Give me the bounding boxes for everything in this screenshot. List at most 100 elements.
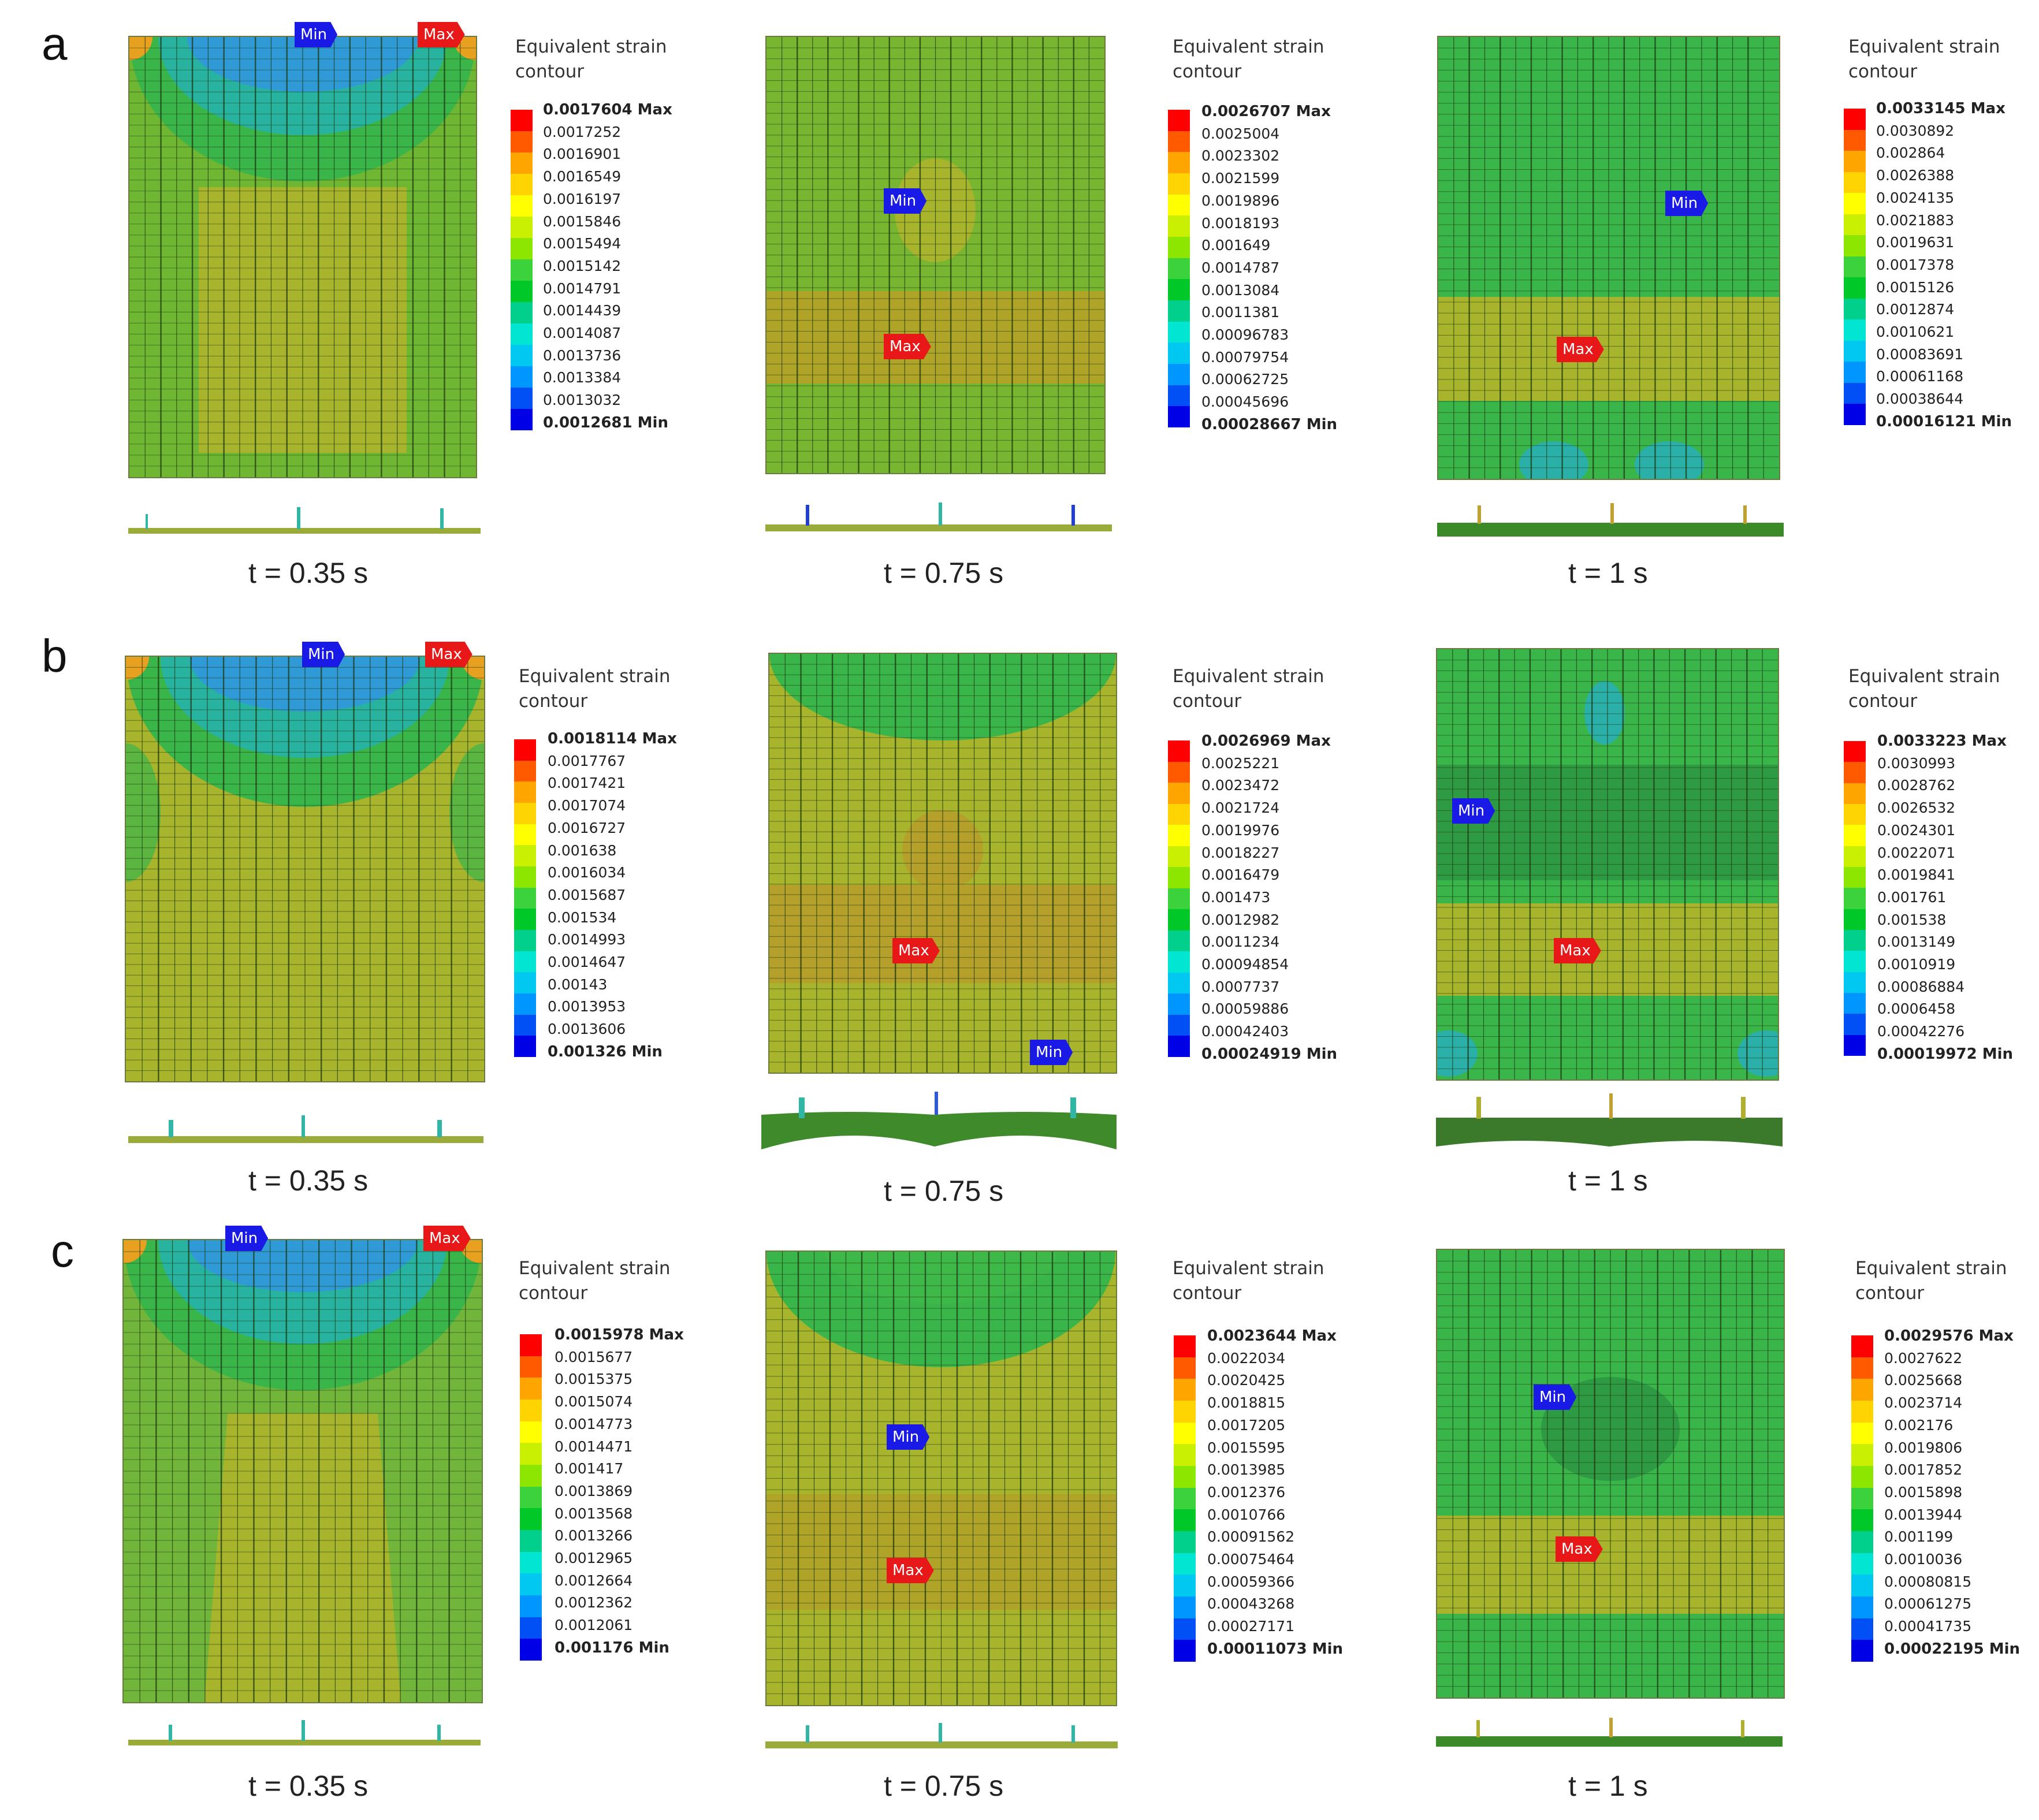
legend-value: 0.0010621 <box>1876 323 1955 340</box>
legend-swatch <box>520 1421 542 1443</box>
legend-value: 0.0014791 <box>543 280 622 297</box>
legend-swatch <box>1168 194 1190 216</box>
legend-value: 0.00042276 <box>1877 1023 1965 1040</box>
legend-value: 0.0010919 <box>1877 956 1956 973</box>
legend-swatch <box>1844 951 1866 972</box>
max-marker: Max <box>884 334 931 359</box>
legend-value: 0.0021599 <box>1201 170 1280 187</box>
max-marker: Max <box>1554 938 1601 963</box>
legend-swatch <box>1851 1640 1873 1662</box>
legend-swatch <box>1844 382 1866 404</box>
legend-value: 0.0013266 <box>555 1527 633 1544</box>
legend-value: 0.0020425 <box>1207 1372 1286 1389</box>
legend-value: 0.0014647 <box>548 954 626 970</box>
legend-value: 0.0024301 <box>1877 821 1956 839</box>
legend-swatch <box>1844 783 1866 804</box>
legend-swatch <box>520 1465 542 1487</box>
legend-value: 0.00061168 <box>1876 368 1964 385</box>
legend-value: 0.00059366 <box>1207 1573 1295 1590</box>
legend-swatch <box>1168 951 1190 973</box>
legend-swatch <box>1168 825 1190 846</box>
legend-color-bar <box>511 110 533 430</box>
legend-swatch <box>1168 993 1190 1015</box>
legend-swatch <box>1844 362 1866 383</box>
legend-title: Equivalent strain contour <box>1848 666 2000 712</box>
legend-value: 0.0026532 <box>1877 799 1956 817</box>
legend-swatch <box>1168 364 1190 385</box>
legend-swatch <box>1168 972 1190 994</box>
legend-value: 0.00028667 Min <box>1201 415 1338 433</box>
legend-value: 0.0019806 <box>1884 1439 1963 1456</box>
legend-value: 0.00027171 <box>1207 1618 1295 1635</box>
legend-title: Equivalent strain contour <box>519 666 671 712</box>
legend-value: 0.00011073 Min <box>1207 1640 1344 1658</box>
max-marker: Max <box>1557 337 1604 362</box>
legend-swatch <box>1168 740 1190 762</box>
legend-swatch <box>511 217 533 238</box>
max-marker: Max <box>425 642 472 667</box>
legend-value: 0.0015074 <box>555 1393 633 1410</box>
legend-swatch <box>1168 1014 1190 1036</box>
legend-swatch <box>1168 279 1190 301</box>
legend-swatch <box>511 388 533 409</box>
mesh-grid <box>129 37 476 477</box>
legend-value: 0.0033223 Max <box>1877 732 2007 750</box>
legend-swatch <box>1168 152 1190 174</box>
legend-swatch <box>1851 1618 1873 1640</box>
legend-swatch <box>514 993 536 1015</box>
legend-value: 0.0015846 <box>543 213 622 230</box>
legend-swatch <box>520 1334 542 1356</box>
legend-title: Equivalent strain contour <box>1173 36 1324 82</box>
legend-swatch <box>1851 1401 1873 1423</box>
legend-swatch <box>514 972 536 994</box>
legend-value: 0.0026388 <box>1876 167 1955 184</box>
legend-value: 0.0014993 <box>548 931 626 948</box>
legend-swatch <box>1174 1640 1196 1662</box>
time-label: t = 0.75 s <box>884 557 1004 589</box>
legend-value: 0.0015687 <box>548 886 626 903</box>
legend-value: 0.0025221 <box>1201 754 1280 772</box>
legend-swatch <box>1168 385 1190 407</box>
legend-value: 0.0013944 <box>1884 1506 1963 1523</box>
legend-swatch <box>1844 340 1866 362</box>
legend-swatch <box>520 1486 542 1509</box>
legend-value: 0.0017604 Max <box>543 101 672 118</box>
min-marker: Min <box>1030 1040 1073 1065</box>
mesh-grid <box>1437 1250 1784 1698</box>
legend-value: 0.0030892 <box>1876 122 1955 139</box>
max-marker: Max <box>418 22 465 47</box>
legend-swatch <box>514 845 536 867</box>
legend-value: 0.001649 <box>1201 237 1271 254</box>
legend-value: 0.0030993 <box>1877 754 1956 772</box>
legend-swatch <box>1844 972 1866 993</box>
legend-value: 0.0022071 <box>1877 844 1956 861</box>
legend-value: 0.0012681 Min <box>543 414 668 431</box>
legend-swatch <box>1168 909 1190 931</box>
legend-value: 0.0007737 <box>1201 978 1280 995</box>
legend-swatch <box>1844 803 1866 825</box>
legend-swatch <box>1174 1466 1196 1488</box>
legend-value: 0.0014087 <box>543 325 622 341</box>
time-label: t = 1 s <box>1568 1164 1648 1197</box>
legend-swatch <box>1168 321 1190 343</box>
legend-value: 0.0017767 <box>548 752 626 769</box>
legend-value: 0.0011234 <box>1201 933 1280 951</box>
legend-swatch <box>1844 992 1866 1014</box>
legend-value: 0.00075464 <box>1207 1551 1295 1568</box>
legend-value: 0.0015898 <box>1884 1483 1963 1501</box>
legend-swatch <box>1851 1335 1873 1357</box>
legend-value: 0.0015978 Max <box>555 1326 684 1343</box>
legend-value: 0.0027622 <box>1884 1349 1963 1367</box>
mesh-grid <box>124 1240 482 1702</box>
legend-swatch <box>520 1378 542 1400</box>
time-label: t = 0.35 s <box>248 557 369 589</box>
legend-value: 0.001176 Min <box>555 1639 669 1657</box>
legend-value: 0.0025668 <box>1884 1372 1963 1389</box>
legend-swatch <box>1174 1401 1196 1423</box>
min-marker: Min <box>1534 1384 1577 1410</box>
legend-value: 0.0023644 Max <box>1207 1327 1337 1345</box>
legend-value: 0.0023472 <box>1201 777 1280 794</box>
row-label-a: a <box>42 18 68 69</box>
legend-value: 0.0016727 <box>548 819 626 836</box>
